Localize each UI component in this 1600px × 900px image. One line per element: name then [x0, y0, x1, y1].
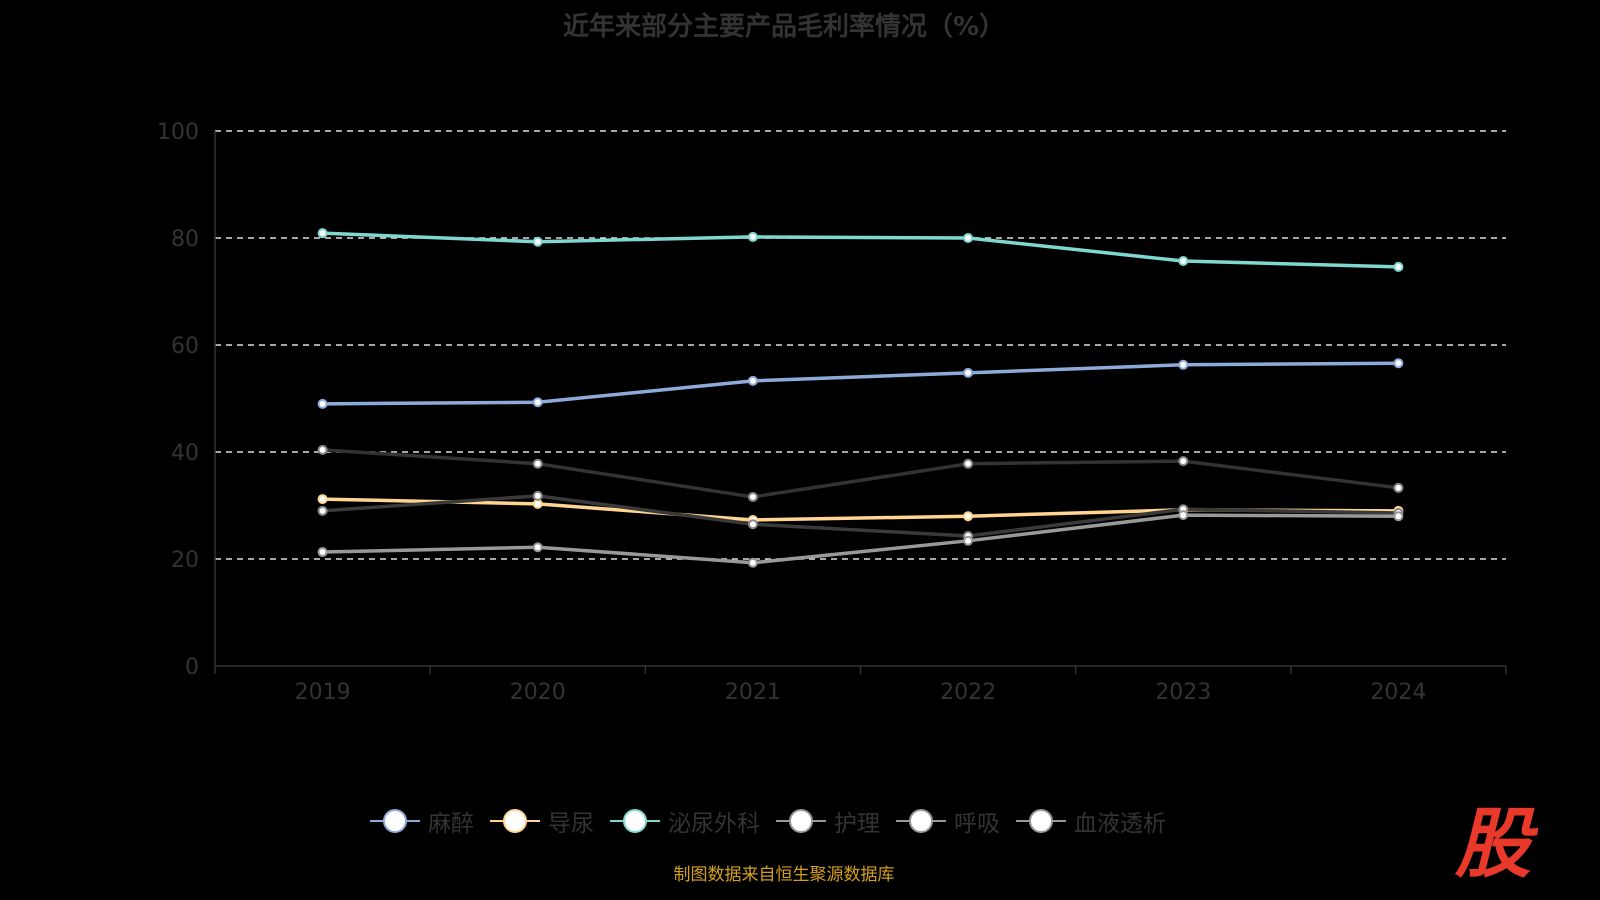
data-point	[317, 228, 328, 239]
legend-item[interactable]: 导尿	[490, 804, 594, 838]
data-point	[1178, 256, 1189, 267]
data-point	[747, 491, 758, 502]
x-tick-label: 2020	[510, 680, 566, 705]
legend-item[interactable]: 护理	[776, 804, 880, 838]
legend-label: 导尿	[548, 811, 594, 837]
legend-symbol-icon	[896, 808, 946, 834]
legend: 麻醉 导尿 泌尿外科 护理 呼吸 血液透析	[370, 804, 1166, 838]
legend-item[interactable]: 麻醉	[370, 804, 474, 838]
series-line-2	[322, 231, 1399, 269]
data-point	[963, 511, 974, 522]
x-tick-label: 2019	[295, 680, 351, 705]
data-point	[1393, 358, 1404, 369]
y-tick-label: 100	[157, 120, 199, 145]
data-point	[317, 444, 328, 455]
data-point	[317, 547, 328, 558]
legend-symbol-icon	[1016, 808, 1066, 834]
data-point	[317, 398, 328, 409]
data-point	[532, 490, 543, 501]
data-point	[317, 505, 328, 516]
data-point	[532, 542, 543, 553]
x-tick-label: 2022	[940, 680, 996, 705]
data-point	[1393, 482, 1404, 493]
data-point	[747, 231, 758, 242]
data-point	[1178, 510, 1189, 521]
data-point	[963, 367, 974, 378]
y-tick-label: 20	[171, 548, 199, 573]
x-tick-label: 2024	[1370, 680, 1426, 705]
series-line-0	[322, 361, 1399, 406]
y-tick-label: 0	[185, 655, 199, 680]
data-point	[1178, 359, 1189, 370]
data-point	[532, 236, 543, 247]
data-point	[747, 375, 758, 386]
legend-item[interactable]: 血液透析	[1016, 804, 1166, 838]
brand-logo: 股	[1455, 799, 1531, 888]
x-tick-label: 2023	[1155, 680, 1211, 705]
data-point	[532, 397, 543, 408]
data-point	[963, 535, 974, 546]
y-tick-label: 60	[171, 334, 199, 359]
source-note: 制图数据来自恒生聚源数据库	[673, 865, 895, 885]
data-point	[747, 557, 758, 568]
legend-label: 泌尿外科	[668, 811, 760, 837]
series-line-3	[322, 448, 1399, 499]
series-line-5	[322, 513, 1399, 565]
data-point	[1393, 261, 1404, 272]
legend-label: 血液透析	[1074, 811, 1166, 837]
data-point	[532, 498, 543, 509]
legend-symbol-icon	[490, 808, 540, 834]
legend-item[interactable]: 泌尿外科	[610, 804, 760, 838]
y-tick-label: 40	[171, 441, 199, 466]
legend-symbol-icon	[776, 808, 826, 834]
y-tick-label: 80	[171, 227, 199, 252]
legend-symbol-icon	[610, 808, 660, 834]
data-point	[1178, 456, 1189, 467]
series-line-4	[322, 494, 1399, 538]
data-point	[1393, 511, 1404, 522]
data-point	[317, 494, 328, 505]
legend-label: 麻醉	[428, 811, 474, 837]
data-point	[747, 519, 758, 530]
data-point	[963, 458, 974, 469]
legend-item[interactable]: 呼吸	[896, 804, 1000, 838]
legend-symbol-icon	[370, 808, 420, 834]
legend-label: 呼吸	[954, 811, 1000, 837]
chart-title: 近年来部分主要产品毛利率情况（%）	[562, 12, 1006, 42]
data-point	[532, 458, 543, 469]
x-tick-label: 2021	[725, 680, 781, 705]
legend-label: 护理	[834, 811, 880, 837]
data-point	[963, 233, 974, 243]
